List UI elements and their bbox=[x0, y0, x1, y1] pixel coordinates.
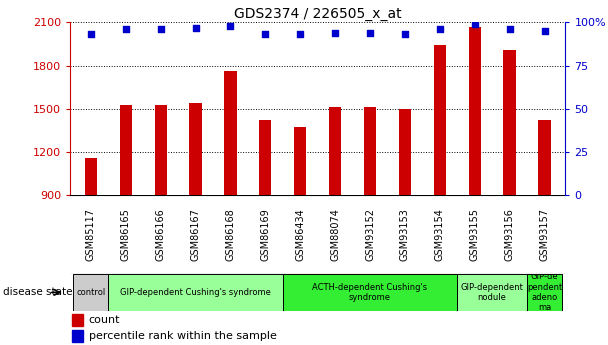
Point bbox=[470, 21, 480, 27]
Point bbox=[505, 27, 514, 32]
Bar bbox=[539, 120, 551, 195]
Point bbox=[540, 28, 550, 34]
Bar bbox=[85, 158, 97, 195]
Bar bbox=[108, 274, 283, 310]
Point bbox=[330, 30, 340, 36]
Text: GSM85117: GSM85117 bbox=[86, 208, 96, 261]
Text: GIP-de
pendent
adeno
ma: GIP-de pendent adeno ma bbox=[527, 272, 562, 313]
Point bbox=[365, 30, 375, 36]
Bar bbox=[329, 107, 341, 195]
Text: GSM93154: GSM93154 bbox=[435, 208, 445, 261]
Text: ACTH-dependent Cushing's
syndrome: ACTH-dependent Cushing's syndrome bbox=[313, 283, 427, 302]
Bar bbox=[120, 105, 132, 195]
Point bbox=[295, 32, 305, 37]
Bar bbox=[457, 274, 527, 310]
Text: GIP-dependent Cushing's syndrome: GIP-dependent Cushing's syndrome bbox=[120, 288, 271, 297]
Point bbox=[260, 32, 270, 37]
Text: disease state: disease state bbox=[3, 287, 72, 297]
Text: GSM86434: GSM86434 bbox=[295, 208, 305, 261]
Bar bbox=[74, 274, 108, 310]
Text: GSM93157: GSM93157 bbox=[539, 208, 550, 261]
Bar bbox=[527, 274, 562, 310]
Text: GSM86169: GSM86169 bbox=[260, 208, 271, 261]
Text: GSM93156: GSM93156 bbox=[505, 208, 514, 261]
Text: GSM86165: GSM86165 bbox=[121, 208, 131, 261]
Point bbox=[121, 27, 131, 32]
Point bbox=[435, 27, 444, 32]
Point bbox=[226, 23, 235, 29]
Text: percentile rank within the sample: percentile rank within the sample bbox=[89, 332, 277, 341]
Bar bbox=[294, 127, 306, 195]
Point bbox=[86, 32, 95, 37]
Bar bbox=[503, 50, 516, 195]
Point bbox=[400, 32, 410, 37]
Text: GSM93155: GSM93155 bbox=[470, 208, 480, 261]
Text: GSM86167: GSM86167 bbox=[190, 208, 201, 261]
Title: GDS2374 / 226505_x_at: GDS2374 / 226505_x_at bbox=[234, 7, 401, 21]
Bar bbox=[72, 330, 83, 342]
Bar bbox=[283, 274, 457, 310]
Bar bbox=[72, 314, 83, 326]
Bar bbox=[154, 105, 167, 195]
Bar bbox=[259, 120, 271, 195]
Text: GSM86166: GSM86166 bbox=[156, 208, 165, 261]
Text: count: count bbox=[89, 315, 120, 325]
Text: GIP-dependent
nodule: GIP-dependent nodule bbox=[461, 283, 523, 302]
Bar bbox=[224, 71, 237, 195]
Point bbox=[191, 25, 201, 30]
Text: GSM93153: GSM93153 bbox=[400, 208, 410, 261]
Text: GSM93152: GSM93152 bbox=[365, 208, 375, 261]
Bar bbox=[190, 103, 202, 195]
Text: GSM88074: GSM88074 bbox=[330, 208, 340, 261]
Bar bbox=[399, 109, 411, 195]
Point bbox=[156, 27, 165, 32]
Bar bbox=[469, 27, 481, 195]
Bar bbox=[364, 107, 376, 195]
Text: GSM86168: GSM86168 bbox=[226, 208, 235, 261]
Bar bbox=[434, 46, 446, 195]
Text: control: control bbox=[76, 288, 105, 297]
